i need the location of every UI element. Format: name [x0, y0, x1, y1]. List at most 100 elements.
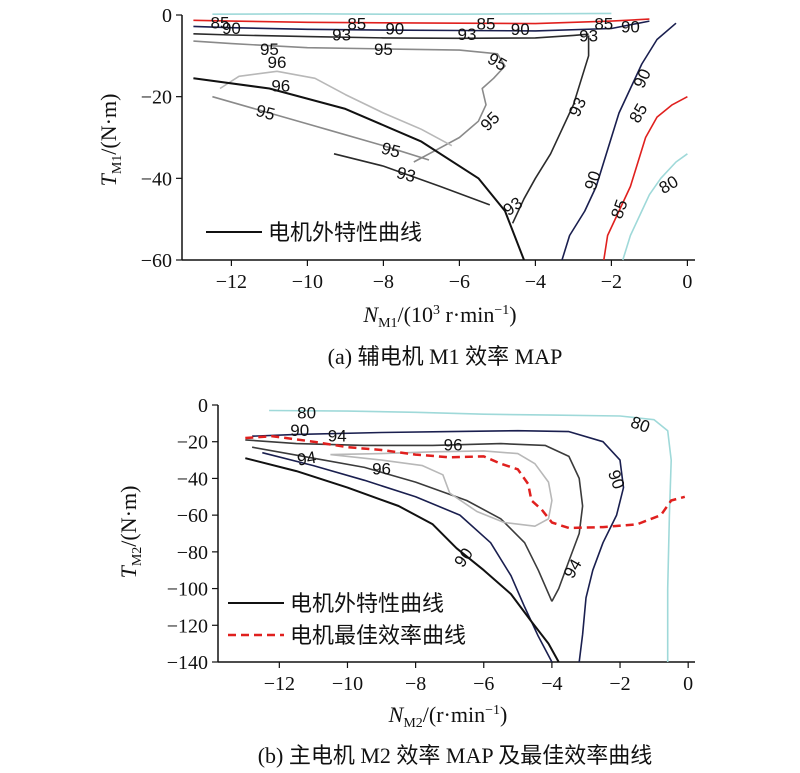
- y-axis-unit: /(N·m): [96, 94, 121, 155]
- contour-label-93: 93: [394, 163, 417, 186]
- y-axis-unit: /(N·m): [116, 486, 141, 547]
- x-axis-unit: /(10: [398, 302, 433, 327]
- x-axis-title: NM2/(r·min−1): [388, 702, 508, 731]
- contour-label-96: 96: [268, 53, 287, 72]
- x-axis-unit-exponent: 3: [433, 303, 440, 318]
- y-tick-label: −60: [141, 250, 172, 272]
- x-axis-unit: /(r·min: [423, 702, 485, 727]
- x-axis-unit-inverse: −1: [485, 703, 500, 718]
- x-tick-label: −8: [405, 673, 426, 695]
- x-tick-label: −12: [216, 271, 247, 293]
- contour-label-85: 85: [211, 13, 230, 32]
- x-tick-label: −12: [264, 673, 295, 695]
- y-tick-label: −120: [167, 615, 208, 637]
- contour-line-93: [193, 33, 589, 40]
- contour-label-96: 96: [271, 77, 290, 96]
- contour-label-80: 80: [656, 172, 682, 198]
- contour-label-96: 96: [444, 435, 463, 454]
- contour-label-95: 95: [254, 101, 277, 124]
- contour-label-93: 93: [579, 26, 598, 45]
- y-tick-label: 0: [198, 395, 208, 417]
- x-axis-unit-close: ): [509, 302, 516, 327]
- x-tick-label: 0: [682, 271, 692, 293]
- x-axis-unit-close: ): [500, 702, 507, 727]
- contour-label-90: 90: [621, 17, 640, 36]
- contour-label-85: 85: [594, 15, 613, 34]
- legend: 电机外特性曲线 电机最佳效率曲线: [228, 591, 466, 648]
- contour-label-90: 90: [581, 169, 605, 193]
- caption-b: (b) 主电机 M2 效率 MAP 及最佳效率曲线: [258, 743, 653, 768]
- y-tick-label: −60: [177, 505, 208, 527]
- contour-label-80: 80: [628, 413, 652, 437]
- x-axis-title: NM1/(103 r·min−1): [362, 302, 516, 331]
- contour-label-90: 90: [604, 467, 628, 491]
- contour-line-93: [511, 35, 590, 224]
- external-characteristic-curve: [245, 457, 560, 663]
- y-axis-subscript: M2: [130, 547, 145, 566]
- x-axis-symbol: N: [362, 302, 379, 327]
- external-characteristic-curve: [193, 77, 525, 261]
- contour-label-95: 95: [260, 40, 279, 59]
- y-tick-label: −40: [177, 468, 208, 490]
- contour-label-94: 94: [560, 556, 586, 582]
- contour-label-85: 85: [625, 100, 651, 126]
- y-tick-label: −140: [167, 652, 208, 674]
- legend-label-external-curve: 电机外特性曲线: [268, 220, 422, 245]
- contour-label-93: 93: [332, 26, 351, 45]
- x-tick-label: −10: [332, 673, 363, 695]
- y-axis-title: TM1/(N·m): [96, 94, 125, 187]
- axes-frame: −12 −10 −8 −6 −4 −2 00−20−40−60: [141, 5, 695, 293]
- contour-line-90: [252, 429, 625, 663]
- contour-label-90: 90: [630, 66, 655, 91]
- x-tick-label: −4: [541, 673, 562, 695]
- contour-line-95: [193, 40, 506, 163]
- contour-label-80: 80: [297, 404, 316, 423]
- contour-label-85: 85: [347, 15, 366, 34]
- x-tick-label: −8: [373, 271, 394, 293]
- contour-label-95: 95: [379, 139, 402, 162]
- contour-line-90: [561, 22, 677, 261]
- axes-frame: −12 −10 −8 −6 −4 −2 00−20−40−60−80−100−120−140: [167, 395, 695, 695]
- legend: 电机外特性曲线: [206, 220, 422, 245]
- contour-line-94: [251, 446, 553, 602]
- y-axis-title: TM2/(N·m): [116, 486, 145, 579]
- contour-label-96: 96: [372, 459, 391, 478]
- contour-line-93: [333, 153, 491, 206]
- x-tick-label: −2: [609, 673, 630, 695]
- contour-label-85: 85: [607, 197, 631, 221]
- contour-line-80: [212, 12, 612, 15]
- x-tick-label: −10: [292, 271, 323, 293]
- x-tick-label: −2: [601, 271, 622, 293]
- x-axis-subscript: M2: [403, 716, 422, 731]
- caption-a: (a) 辅电机 M1 效率 MAP: [328, 344, 563, 369]
- contour-line-95: [212, 95, 430, 161]
- contour-lines: [245, 409, 686, 663]
- contour-label-94: 94: [296, 448, 318, 470]
- y-tick-label: 0: [162, 5, 172, 27]
- contour-line-85: [193, 18, 650, 25]
- y-tick-label: −80: [177, 542, 208, 564]
- x-tick-label: 0: [683, 673, 693, 695]
- x-axis-unit-rpm: r·min: [440, 302, 494, 327]
- x-tick-label: −4: [525, 271, 546, 293]
- x-axis-symbol: N: [388, 702, 405, 727]
- contour-line-85: [603, 95, 688, 261]
- contour-line-94: [245, 439, 584, 602]
- contour-line-90: [193, 20, 650, 32]
- contour-label-85: 85: [477, 15, 496, 34]
- x-tick-label: −6: [449, 271, 470, 293]
- contour-label-94: 94: [328, 426, 347, 445]
- y-axis-symbol: T: [116, 564, 141, 578]
- y-tick-label: −40: [141, 168, 172, 190]
- contour-lines: [193, 12, 688, 261]
- contour-label-90: 90: [385, 19, 404, 38]
- contour-label-90: 90: [290, 421, 309, 440]
- contour-line-80: [622, 153, 688, 261]
- y-tick-label: −20: [141, 87, 172, 109]
- panel-b-m2-efficiency-map: −12 −10 −8 −6 −4 −2 00−20−40−60−80−100−120−140…: [116, 395, 695, 768]
- contour-label-95: 95: [374, 40, 393, 59]
- x-axis-unit-inverse: −1: [494, 303, 509, 318]
- contour-line-96: [219, 70, 453, 147]
